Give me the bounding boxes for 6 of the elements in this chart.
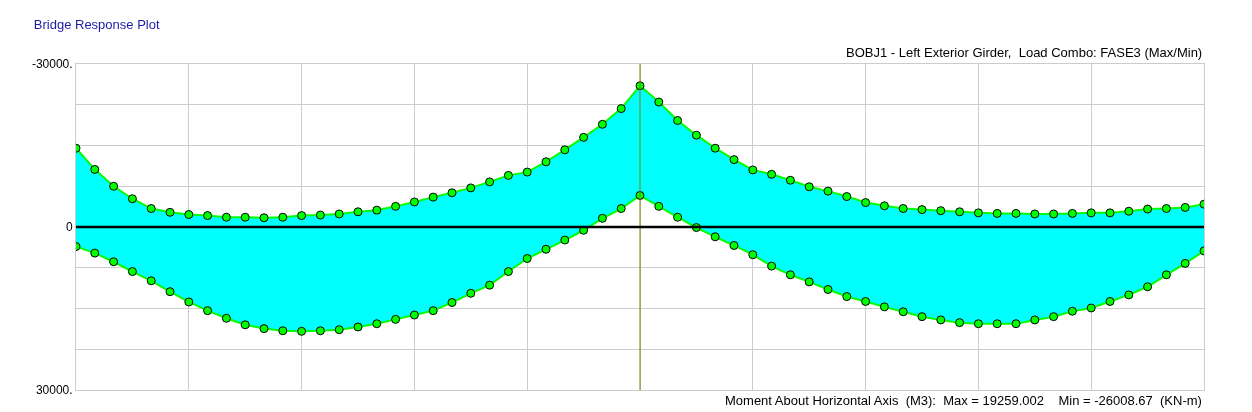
chart-title: Bridge Response Plot	[33, 17, 160, 33]
y-tick-label: 0	[65, 220, 73, 235]
y-tick-label: 30000.	[35, 383, 73, 398]
text: Moment About Horizontal Axis (M3): Max = 19259.002 Min = -26008.67 (KN-m)	[725, 393, 1202, 408]
chart-subtitle: BOBJ1 - Left Exterior Girder, Load Combo: FASE3 (Max/Min)	[846, 45, 1203, 60]
y-tick-label: -30000.	[31, 57, 73, 72]
